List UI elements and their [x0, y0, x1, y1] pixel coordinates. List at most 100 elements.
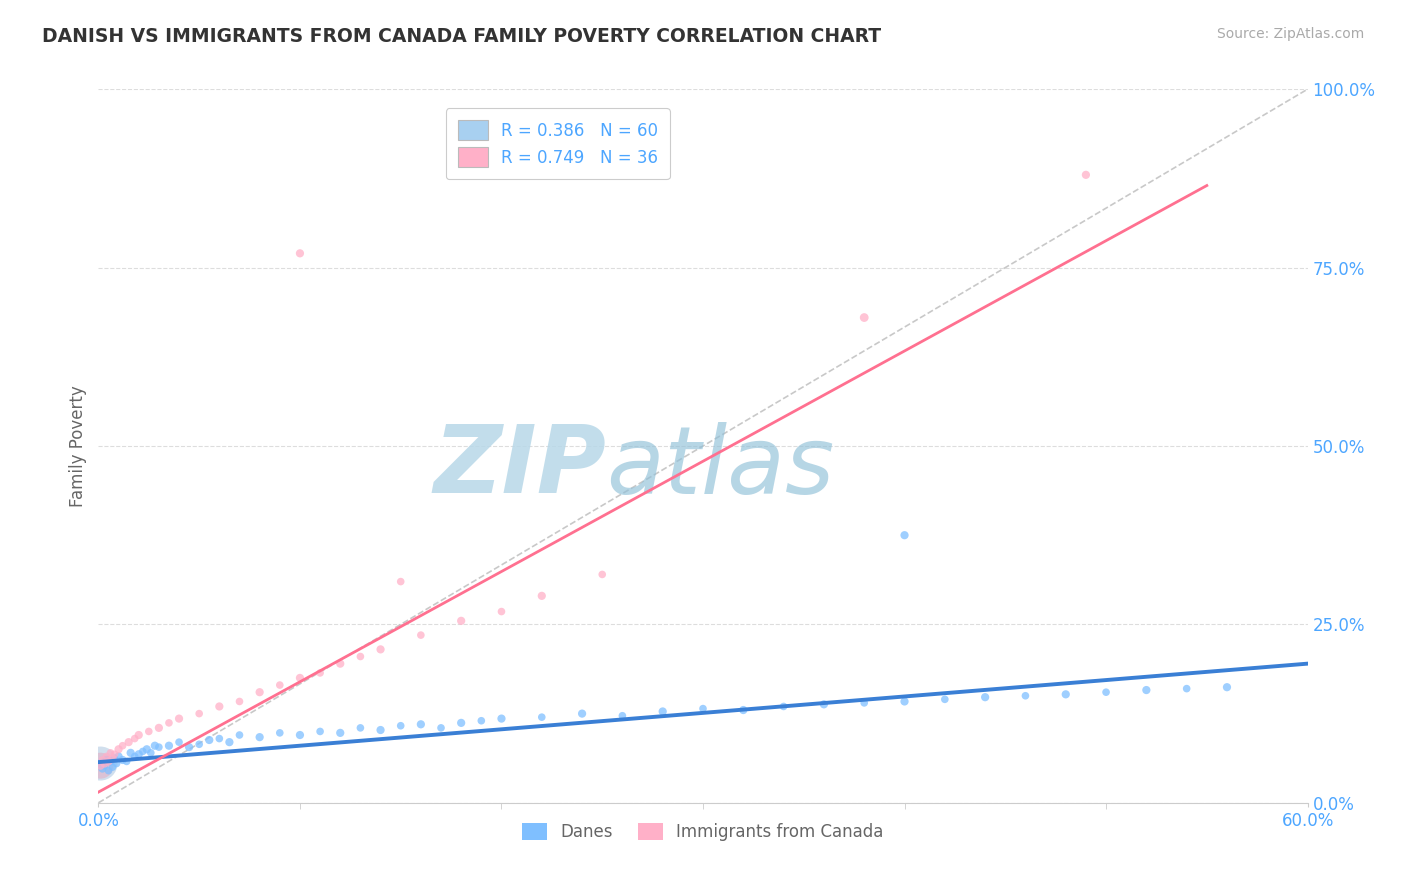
Point — [591, 567, 613, 582]
Point — [103, 751, 125, 765]
Point — [157, 739, 180, 753]
Point — [389, 574, 412, 589]
Point — [288, 246, 311, 260]
Point — [89, 756, 111, 771]
Point — [1014, 689, 1036, 703]
Point — [89, 758, 111, 772]
Point — [692, 701, 714, 715]
Point — [93, 756, 115, 771]
Point — [409, 628, 432, 642]
Point — [128, 747, 150, 762]
Point — [143, 739, 166, 753]
Point — [269, 678, 291, 692]
Point — [228, 728, 250, 742]
Point — [269, 726, 291, 740]
Point — [349, 649, 371, 664]
Point — [91, 762, 114, 776]
Point — [148, 740, 170, 755]
Point — [1095, 685, 1118, 699]
Point — [208, 699, 231, 714]
Point — [893, 694, 915, 708]
Point — [450, 715, 472, 730]
Point — [1074, 168, 1097, 182]
Point — [179, 740, 201, 755]
Point — [409, 717, 432, 731]
Point — [167, 735, 190, 749]
Point — [309, 724, 332, 739]
Point — [128, 728, 150, 742]
Point — [612, 708, 634, 723]
Point — [157, 715, 180, 730]
Point — [430, 721, 453, 735]
Point — [1135, 683, 1157, 698]
Point — [249, 730, 271, 744]
Point — [853, 310, 876, 325]
Point — [1175, 681, 1198, 696]
Point — [733, 703, 755, 717]
Point — [772, 699, 794, 714]
Point — [188, 737, 211, 751]
Point — [329, 657, 352, 671]
Point — [89, 758, 111, 772]
Legend: Danes, Immigrants from Canada: Danes, Immigrants from Canada — [516, 816, 890, 848]
Point — [96, 749, 118, 764]
Point — [138, 724, 160, 739]
Point — [93, 758, 115, 772]
Point — [228, 694, 250, 708]
Point — [571, 706, 593, 721]
Point — [188, 706, 211, 721]
Point — [349, 721, 371, 735]
Y-axis label: Family Poverty: Family Poverty — [69, 385, 87, 507]
Point — [115, 755, 138, 769]
Point — [249, 685, 271, 699]
Point — [101, 751, 124, 765]
Point — [135, 742, 157, 756]
Point — [89, 756, 111, 771]
Point — [974, 690, 997, 705]
Point — [124, 731, 146, 746]
Text: ZIP: ZIP — [433, 421, 606, 514]
Point — [530, 710, 553, 724]
Point — [450, 614, 472, 628]
Point — [389, 719, 412, 733]
Point — [309, 665, 332, 680]
Point — [120, 746, 142, 760]
Point — [107, 742, 129, 756]
Point — [329, 726, 352, 740]
Point — [97, 755, 120, 769]
Point — [370, 723, 392, 737]
Point — [651, 705, 673, 719]
Point — [111, 753, 134, 767]
Point — [893, 528, 915, 542]
Text: atlas: atlas — [606, 422, 835, 513]
Point — [100, 746, 122, 760]
Point — [132, 744, 155, 758]
Point — [118, 735, 141, 749]
Point — [148, 721, 170, 735]
Point — [288, 728, 311, 742]
Point — [530, 589, 553, 603]
Text: DANISH VS IMMIGRANTS FROM CANADA FAMILY POVERTY CORRELATION CHART: DANISH VS IMMIGRANTS FROM CANADA FAMILY … — [42, 27, 882, 45]
Point — [100, 755, 122, 769]
Point — [1054, 687, 1077, 701]
Point — [103, 747, 125, 762]
Point — [853, 696, 876, 710]
Point — [198, 733, 221, 747]
Point — [208, 731, 231, 746]
Point — [288, 671, 311, 685]
Point — [107, 749, 129, 764]
Point — [167, 712, 190, 726]
Point — [101, 760, 124, 774]
Point — [370, 642, 392, 657]
Point — [91, 753, 114, 767]
Point — [139, 746, 162, 760]
Point — [934, 692, 956, 706]
Point — [1216, 680, 1239, 694]
Point — [491, 712, 513, 726]
Point — [111, 739, 134, 753]
Text: Source: ZipAtlas.com: Source: ZipAtlas.com — [1216, 27, 1364, 41]
Point — [96, 753, 118, 767]
Point — [470, 714, 492, 728]
Point — [491, 605, 513, 619]
Point — [813, 698, 835, 712]
